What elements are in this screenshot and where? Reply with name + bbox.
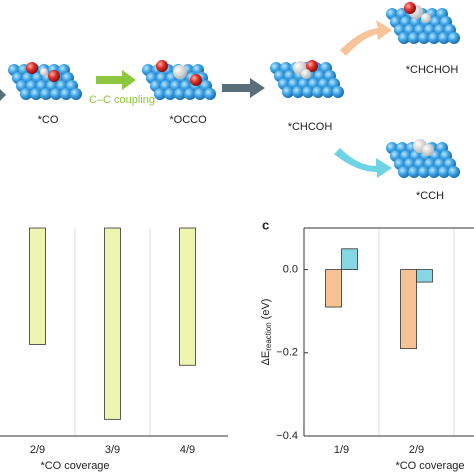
adsorbate	[306, 60, 318, 72]
atom	[438, 32, 450, 44]
x-tick-label: 1/9	[334, 444, 349, 456]
structures	[8, 2, 460, 178]
y-tick-label: −0.4	[276, 430, 298, 442]
atom	[418, 166, 430, 178]
arrow	[0, 89, 6, 101]
adsorbate	[404, 2, 416, 14]
atom	[408, 32, 420, 44]
arrow	[222, 78, 265, 98]
species-label: *CHCHOH	[406, 64, 459, 76]
adsorbate	[48, 70, 60, 82]
x-axis-label: *CO coverage	[395, 460, 464, 472]
atom	[282, 86, 294, 98]
atom	[30, 88, 42, 100]
bar	[29, 227, 46, 345]
x-tick-label: 3/9	[105, 444, 120, 456]
bar	[325, 269, 342, 308]
atom	[408, 166, 420, 178]
adsorbate	[190, 74, 202, 86]
atom	[322, 86, 334, 98]
adsorbate	[422, 144, 434, 156]
atom	[302, 86, 314, 98]
y-label-subscript: reaction	[264, 322, 273, 350]
adsorbate	[421, 13, 431, 23]
adsorbate	[156, 60, 168, 72]
atom	[332, 86, 344, 98]
x-tick-label: 2/9	[409, 444, 424, 456]
species-label: *CCH	[416, 190, 444, 202]
y-label-symbol: ΔE	[260, 351, 272, 366]
arrow	[334, 148, 392, 178]
arrow-label: C–C coupling	[89, 94, 155, 106]
atom	[398, 166, 410, 178]
bar	[416, 269, 433, 283]
atom	[184, 88, 196, 100]
atom	[292, 86, 304, 98]
bar	[179, 227, 196, 366]
atom	[438, 166, 450, 178]
atom	[60, 88, 72, 100]
bar	[104, 227, 121, 420]
atom	[448, 32, 460, 44]
bar	[400, 269, 417, 350]
y-tick-label: −0.2	[276, 347, 298, 359]
atom	[40, 88, 52, 100]
atom	[428, 166, 440, 178]
atom	[312, 86, 324, 98]
atom	[154, 88, 166, 100]
species-label: *CO	[38, 114, 59, 126]
atom	[70, 88, 82, 100]
arrow	[96, 70, 136, 90]
atom	[204, 88, 216, 100]
atom	[174, 88, 186, 100]
atom	[194, 88, 206, 100]
atom	[448, 166, 460, 178]
bar	[341, 248, 358, 271]
atom	[428, 32, 440, 44]
x-axis-label: *CO coverage	[40, 460, 109, 472]
y-label-unit: (eV)	[260, 299, 272, 320]
charts: 2/9 3/9 4/9 *CO coverage 0.0 −0.2 −0.4 1/9 2/9 *C…	[0, 217, 474, 472]
atom	[20, 88, 32, 100]
arrow	[340, 20, 392, 56]
panel-label: c	[262, 217, 269, 232]
atom	[418, 32, 430, 44]
x-tick-label: 4/9	[180, 444, 195, 456]
adsorbate	[301, 69, 311, 79]
x-tick-label: 2/9	[30, 444, 45, 456]
adsorbate	[26, 62, 38, 74]
adsorbate	[40, 68, 48, 76]
y-axis-label: ΔEreaction (eV)	[260, 299, 273, 366]
adsorbate	[173, 65, 187, 79]
y-tick-label: 0.0	[283, 264, 298, 276]
species-label: *CHCOH	[288, 121, 333, 133]
atom	[50, 88, 62, 100]
atom	[398, 32, 410, 44]
atom	[164, 88, 176, 100]
species-label: *OCCO	[169, 114, 207, 126]
